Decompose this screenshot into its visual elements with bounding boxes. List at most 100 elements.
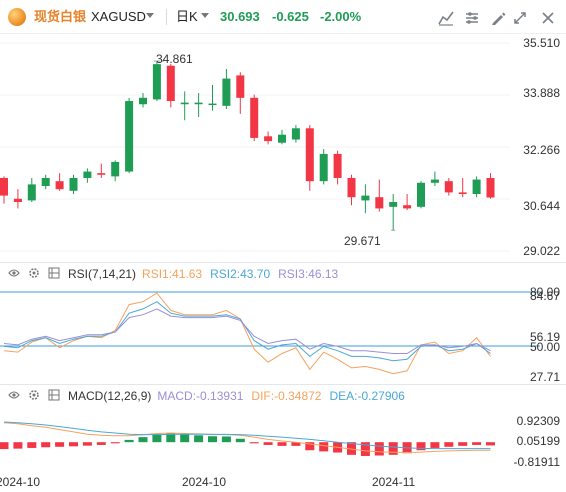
macd-histogram-bar <box>430 442 440 448</box>
candle-body <box>27 184 36 201</box>
macd-histogram-bar <box>235 438 245 443</box>
macd-chart[interactable] <box>0 385 566 492</box>
macd-histogram-bar <box>416 442 426 451</box>
price-axis-label: 32.266 <box>523 143 560 157</box>
candle-body <box>111 161 120 177</box>
candle-body <box>291 128 300 140</box>
indicator-toggle-icon[interactable] <box>48 267 60 279</box>
candle-body <box>305 128 314 182</box>
macd-histogram-bar <box>486 442 495 446</box>
eye-icon[interactable] <box>8 267 20 279</box>
macd-histogram-bar <box>96 442 106 445</box>
rsi-chart[interactable] <box>0 263 566 385</box>
macd-histogram-bar <box>110 442 120 444</box>
rsi-axis-label: 80.00 <box>529 285 560 299</box>
macd-histogram-bar <box>249 442 259 444</box>
rsi-title: RSI(7,14,21) <box>68 267 137 281</box>
macd-title: MACD(12,26,9) <box>68 389 152 403</box>
settings-sliders-icon[interactable] <box>462 8 482 28</box>
macd-histogram-bar <box>0 442 9 450</box>
macd-histogram-bar <box>305 442 315 451</box>
macd-value: MACD:-0.13931 <box>157 389 244 403</box>
candle-body <box>278 134 286 143</box>
macd-histogram-bar <box>472 442 482 445</box>
price-axis-label: 33.888 <box>523 86 560 100</box>
macd-histogram-bar <box>291 442 301 446</box>
candle-body <box>333 153 342 178</box>
dea-value: DEA:-0.27906 <box>329 389 405 403</box>
macd-axis-label: 0.05199 <box>516 434 560 448</box>
silver-coin-icon <box>8 8 26 26</box>
macd-histogram-bar <box>180 434 190 443</box>
chevron-down-icon[interactable] <box>146 13 154 18</box>
macd-histogram-bar <box>13 442 23 449</box>
rsi-pane[interactable]: RSI(7,14,21) RSI1:41.63 RSI2:43.70 RSI3:46.… <box>0 262 566 384</box>
macd-histogram-bar <box>27 442 37 448</box>
eye-icon[interactable] <box>8 389 20 401</box>
candlestick-chart[interactable] <box>0 34 566 262</box>
price-axis-label: 29.022 <box>523 244 560 258</box>
price-chart-pane[interactable]: 35.510 33.888 32.266 30.644 29.022 34.86… <box>0 34 566 262</box>
macd-histogram-bar <box>208 436 217 443</box>
candle-body <box>375 197 384 209</box>
gear-icon[interactable] <box>28 267 40 279</box>
rsi2-line <box>3 301 491 362</box>
rsi-legend: RSI(7,14,21) RSI1:41.63 RSI2:43.70 RSI3:46.… <box>8 266 346 282</box>
chevron-down-icon[interactable] <box>201 13 209 18</box>
macd-histogram-bar <box>319 442 329 452</box>
candle-body <box>166 65 175 102</box>
candle-body <box>347 177 356 198</box>
macd-axis-label: -0.81911 <box>513 455 560 469</box>
macd-histogram-bar <box>55 442 65 447</box>
macd-histogram-bar <box>41 442 51 448</box>
symbol-code[interactable]: XAGUSD <box>91 9 146 24</box>
rsi1-line <box>3 292 491 375</box>
candle-body <box>444 181 453 193</box>
candle-body <box>236 75 245 98</box>
indicator-toggle-icon[interactable] <box>48 389 60 401</box>
draw-icon[interactable] <box>488 8 508 28</box>
dif-line <box>3 422 491 454</box>
candle-body <box>194 102 203 105</box>
macd-axis-label: 0.92309 <box>516 414 560 428</box>
rsi3-value: RSI3:46.13 <box>278 267 339 281</box>
candle-body <box>0 177 8 196</box>
macd-histogram-bar <box>360 442 370 456</box>
candle-body <box>250 97 259 138</box>
candle-body <box>458 192 467 194</box>
candle-body <box>55 181 64 190</box>
candle-body <box>430 179 439 183</box>
price-change: -0.625 <box>272 9 309 24</box>
candle-body <box>125 101 134 172</box>
macd-histogram-bar <box>138 437 148 443</box>
rsi-axis-label: 84.67 <box>529 289 560 303</box>
macd-pane[interactable]: MACD(12,26,9) MACD:-0.13931 DIF:-0.34872 DE… <box>0 384 566 492</box>
chart-toolbar: 现货白银 XAGUSD 日K 30.693 -0.625 -2.00% <box>0 0 566 34</box>
macd-histogram-bar <box>166 433 176 443</box>
candle-body <box>264 136 273 142</box>
candle-body <box>417 182 425 207</box>
candle-body <box>208 103 217 106</box>
candle-body <box>222 78 231 106</box>
candle-body <box>389 202 398 207</box>
candle-body <box>13 198 22 203</box>
timeframe-select[interactable]: 日K <box>176 9 198 24</box>
indicator-icon[interactable] <box>436 8 456 28</box>
macd-legend: MACD(12,26,9) MACD:-0.13931 DIF:-0.34872 DE… <box>8 388 413 404</box>
price-change-percent: -2.00% <box>320 9 362 24</box>
symbol-name[interactable]: 现货白银 <box>34 9 87 24</box>
candle-body <box>319 153 328 182</box>
macd-histogram-bar <box>194 435 204 443</box>
gear-icon[interactable] <box>28 389 40 401</box>
rsi3-line <box>3 308 491 354</box>
macd-histogram-bar <box>458 442 468 446</box>
compare-icon[interactable] <box>510 8 530 28</box>
macd-histogram-bar <box>444 442 454 447</box>
rsi1-value: RSI1:41.63 <box>142 267 203 281</box>
rsi-axis-label: 50.00 <box>529 340 560 354</box>
macd-histogram-bar <box>124 439 134 443</box>
macd-histogram-bar <box>374 442 384 456</box>
date-axis-label: 2024-11 <box>372 475 416 489</box>
candle-body <box>83 171 92 178</box>
close-icon[interactable] <box>538 8 558 28</box>
